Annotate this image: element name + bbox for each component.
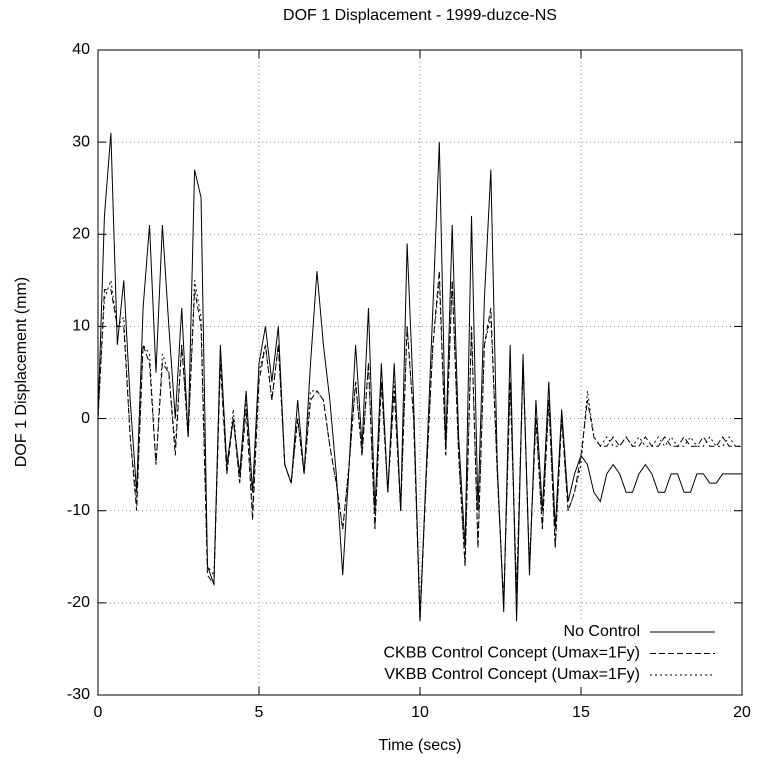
y-tick-label: 20 — [72, 226, 90, 243]
legend-label: VKBB Control Concept (Umax=1Fy) — [384, 666, 640, 683]
y-tick-label: 0 — [81, 410, 90, 427]
chart-title: DOF 1 Displacement - 1999-duzce-NS — [283, 7, 557, 24]
data-line — [97, 280, 742, 613]
legend-label: CKBB Control Concept (Umax=1Fy) — [383, 645, 640, 662]
x-axis-label: Time (secs) — [379, 737, 462, 754]
y-tick-label: -20 — [67, 594, 90, 611]
y-tick-label: 30 — [72, 133, 90, 150]
y-axis-label: DOF 1 Displacement (mm) — [13, 277, 30, 467]
x-tick-label: 10 — [411, 704, 429, 721]
x-tick-label: 5 — [255, 704, 264, 721]
plot — [97, 132, 742, 622]
x-tick-label: 0 — [94, 704, 103, 721]
y-tick-label: -10 — [67, 502, 90, 519]
legend-label: No Control — [564, 623, 640, 640]
data-line — [97, 271, 742, 622]
y-tick-label: 40 — [72, 41, 90, 58]
x-tick-label: 20 — [733, 704, 751, 721]
y-tick-label: -30 — [67, 686, 90, 703]
data-line — [97, 132, 742, 622]
y-tick-label: 10 — [72, 318, 90, 335]
legend-background — [262, 622, 740, 693]
x-tick-label: 15 — [572, 704, 590, 721]
